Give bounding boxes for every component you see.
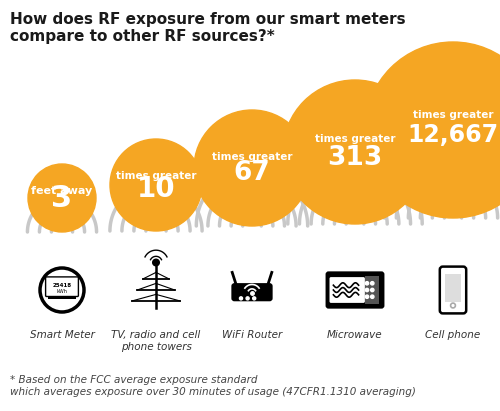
FancyBboxPatch shape bbox=[46, 277, 78, 296]
Circle shape bbox=[366, 295, 368, 298]
Text: 313: 313 bbox=[328, 145, 382, 171]
Circle shape bbox=[194, 110, 310, 226]
Circle shape bbox=[152, 259, 160, 266]
Circle shape bbox=[370, 295, 374, 298]
Text: 67: 67 bbox=[234, 160, 270, 186]
FancyBboxPatch shape bbox=[326, 272, 384, 307]
Text: times greater: times greater bbox=[413, 110, 493, 120]
Circle shape bbox=[370, 289, 374, 292]
Bar bbox=[445, 274, 461, 302]
Text: 3: 3 bbox=[52, 183, 72, 212]
Circle shape bbox=[246, 297, 249, 300]
Circle shape bbox=[110, 139, 202, 231]
Text: feet away: feet away bbox=[32, 186, 92, 196]
Text: WiFi Router: WiFi Router bbox=[222, 330, 282, 340]
Text: 12,667: 12,667 bbox=[408, 123, 498, 147]
Circle shape bbox=[283, 80, 427, 224]
Text: Smart Meter: Smart Meter bbox=[30, 330, 94, 340]
FancyBboxPatch shape bbox=[330, 277, 365, 303]
Circle shape bbox=[252, 297, 256, 300]
Circle shape bbox=[28, 164, 96, 232]
Text: How does RF exposure from our smart meters
compare to other RF sources?*: How does RF exposure from our smart mete… bbox=[10, 12, 406, 44]
FancyBboxPatch shape bbox=[232, 284, 272, 300]
Text: times greater: times greater bbox=[212, 152, 292, 162]
FancyBboxPatch shape bbox=[440, 267, 466, 314]
Text: Cell phone: Cell phone bbox=[426, 330, 480, 340]
Text: 25418: 25418 bbox=[52, 283, 72, 288]
Circle shape bbox=[366, 289, 368, 292]
Bar bbox=[48, 296, 76, 300]
Text: times greater: times greater bbox=[315, 134, 395, 144]
Bar bbox=[364, 276, 379, 305]
Text: Microwave: Microwave bbox=[327, 330, 383, 340]
Text: times greater: times greater bbox=[116, 171, 196, 181]
Circle shape bbox=[366, 282, 368, 285]
Text: 10: 10 bbox=[136, 175, 175, 203]
Text: kWh: kWh bbox=[56, 289, 68, 293]
Circle shape bbox=[370, 282, 374, 285]
Text: TV, radio and cell
phone towers: TV, radio and cell phone towers bbox=[112, 330, 200, 351]
Text: * Based on the FCC average exposure standard
which averages exposure over 30 min: * Based on the FCC average exposure stan… bbox=[10, 375, 416, 397]
Circle shape bbox=[240, 297, 242, 300]
Circle shape bbox=[365, 42, 500, 218]
